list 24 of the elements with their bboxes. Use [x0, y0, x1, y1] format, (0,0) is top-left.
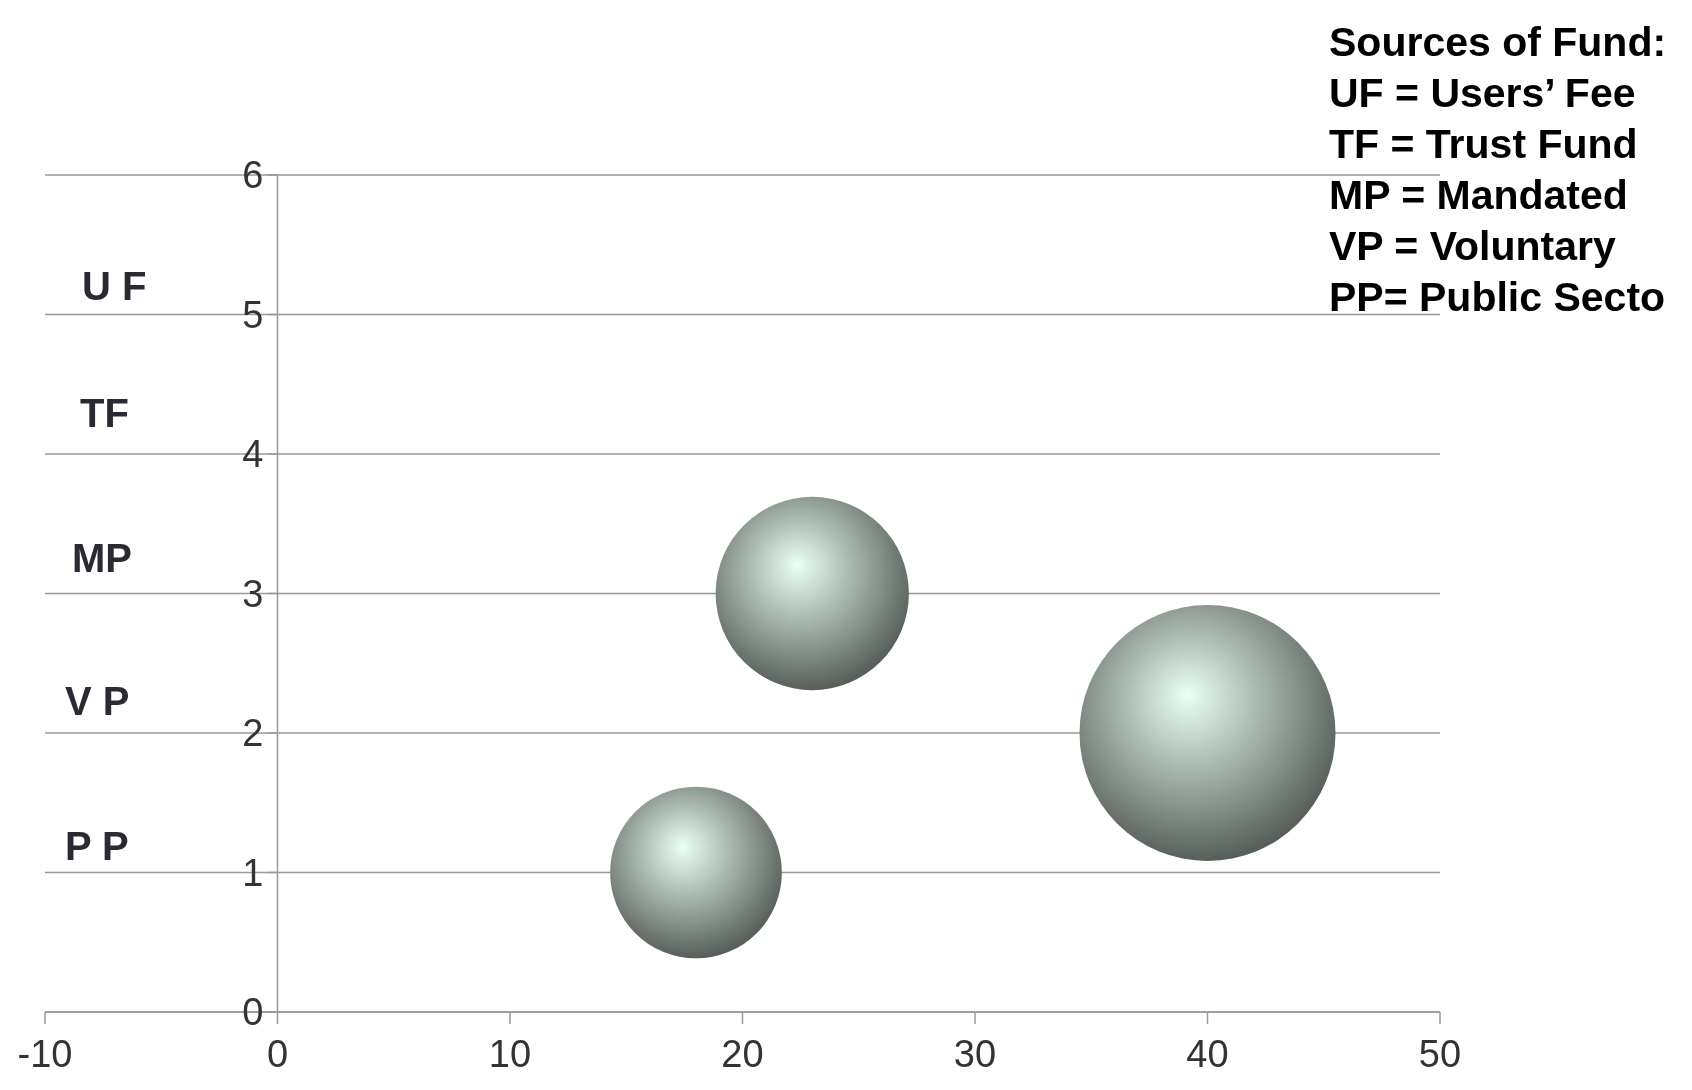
x-tick-label: 50	[1418, 1033, 1462, 1075]
y-tick-label: 5	[242, 293, 264, 336]
x-tick-label: 40	[1186, 1033, 1229, 1075]
x-tick-label: 20	[721, 1033, 764, 1075]
y-tick-label: 0	[242, 991, 264, 1034]
x-tick-label: -10	[17, 1033, 73, 1075]
y-tick-label: 1	[242, 851, 264, 894]
annotation: PP= Public Secto	[1329, 274, 1666, 320]
annotation: TF	[80, 391, 129, 435]
x-tick-label: 10	[488, 1033, 532, 1075]
y-tick-label: 6	[242, 154, 264, 197]
text: TF = Trust Fund	[1329, 121, 1638, 167]
x-tick-label: 30	[953, 1033, 997, 1075]
source-note: Sources of Fund:	[1329, 19, 1667, 65]
annotation: V P	[65, 679, 130, 723]
annotation: P P	[65, 824, 129, 868]
annotation: VP = Voluntary	[1329, 223, 1616, 269]
y-tick-label: 4	[242, 433, 264, 476]
y-tick-label: 2	[242, 712, 264, 755]
text: UF = Users’ Fee	[1329, 70, 1636, 116]
annotation: U F	[82, 264, 147, 308]
annotation: MP = Mandated	[1329, 172, 1628, 218]
y-tick-label: 3	[242, 572, 264, 615]
annotation: MP	[72, 536, 132, 580]
